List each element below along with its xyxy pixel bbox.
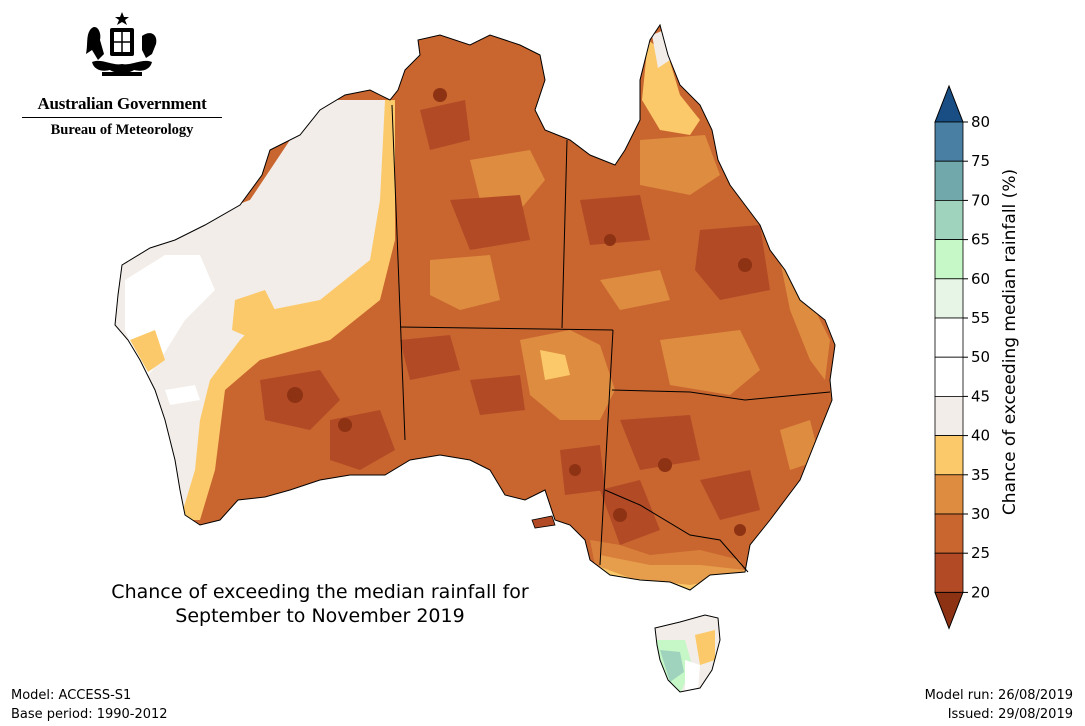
colorbar-tick-label: 30 bbox=[971, 505, 990, 523]
colorbar-tick-label: 70 bbox=[971, 191, 990, 209]
map-title: Chance of exceeding the median rainfall … bbox=[40, 580, 600, 628]
colorbar-band bbox=[934, 121, 964, 162]
colorbar-band bbox=[934, 395, 964, 436]
colorbar-band bbox=[934, 317, 964, 358]
colorbar-band bbox=[934, 435, 964, 476]
colorbar-band bbox=[934, 356, 964, 397]
colorbar-band bbox=[934, 278, 964, 319]
colorbar-tick-label: 35 bbox=[971, 466, 990, 484]
colorbar-band bbox=[934, 239, 964, 280]
colorbar-band bbox=[934, 474, 964, 515]
colorbar-tick-label: 50 bbox=[971, 348, 990, 366]
footer-right: Model run: 26/08/2019 Issued: 29/08/2019 bbox=[925, 686, 1073, 724]
colorbar-tick-label: 65 bbox=[971, 231, 990, 249]
colorbar-tick-label: 75 bbox=[971, 152, 990, 170]
footer-left: Model: ACCESS-S1 Base period: 1990-2012 bbox=[11, 686, 168, 724]
colorbar-title: Chance of exceeding median rainfall (%) bbox=[1000, 169, 1020, 515]
colorbar-tick-label: 25 bbox=[971, 544, 990, 562]
coat-of-arms-icon bbox=[86, 12, 157, 76]
colorbar-tick-label: 60 bbox=[971, 270, 990, 288]
government-logo: Australian Government Bureau of Meteorol… bbox=[22, 10, 222, 139]
model-run-label: Model run: 26/08/2019 bbox=[924, 688, 1073, 703]
issued-label: Issued: 29/08/2019 bbox=[947, 707, 1073, 722]
colorbar-band bbox=[934, 160, 964, 201]
colorbar-extend-top bbox=[934, 84, 964, 123]
map-title-line-1: Chance of exceeding the median rainfall … bbox=[111, 581, 529, 603]
colorbar-tick-label: 80 bbox=[971, 113, 990, 131]
mainland-rainfall-field bbox=[115, 25, 835, 590]
base-period-label: Base period: 1990-2012 bbox=[11, 707, 168, 722]
agency-name: Bureau of Meteorology bbox=[50, 122, 194, 138]
colorbar-tick-label: 55 bbox=[971, 309, 990, 327]
colorbar-bands bbox=[934, 84, 964, 630]
colorbar-band bbox=[934, 513, 964, 554]
colorbar-tick-label: 20 bbox=[971, 583, 990, 601]
mainland-coastline bbox=[114, 23, 836, 591]
tasmania-coastline bbox=[654, 614, 721, 693]
colorbar-ticks: 80 75 70 65 60 55 50 45 40 35 30 25 20 bbox=[963, 113, 990, 601]
colorbar: 80 75 70 65 60 55 50 45 40 35 30 25 20 Chance of exc… bbox=[934, 84, 1020, 630]
colorbar-band bbox=[934, 200, 964, 241]
australia-map bbox=[114, 23, 836, 693]
state-borders bbox=[391, 104, 831, 573]
colorbar-extend-bottom bbox=[934, 591, 964, 630]
kangaroo-island bbox=[531, 515, 556, 529]
model-label: Model: ACCESS-S1 bbox=[11, 688, 132, 703]
colorbar-band bbox=[934, 552, 964, 593]
government-name: Australian Government bbox=[22, 94, 222, 118]
colorbar-tick-label: 40 bbox=[971, 427, 990, 445]
colorbar-tick-label: 45 bbox=[971, 387, 990, 405]
map-title-line-2: September to November 2019 bbox=[175, 605, 465, 627]
